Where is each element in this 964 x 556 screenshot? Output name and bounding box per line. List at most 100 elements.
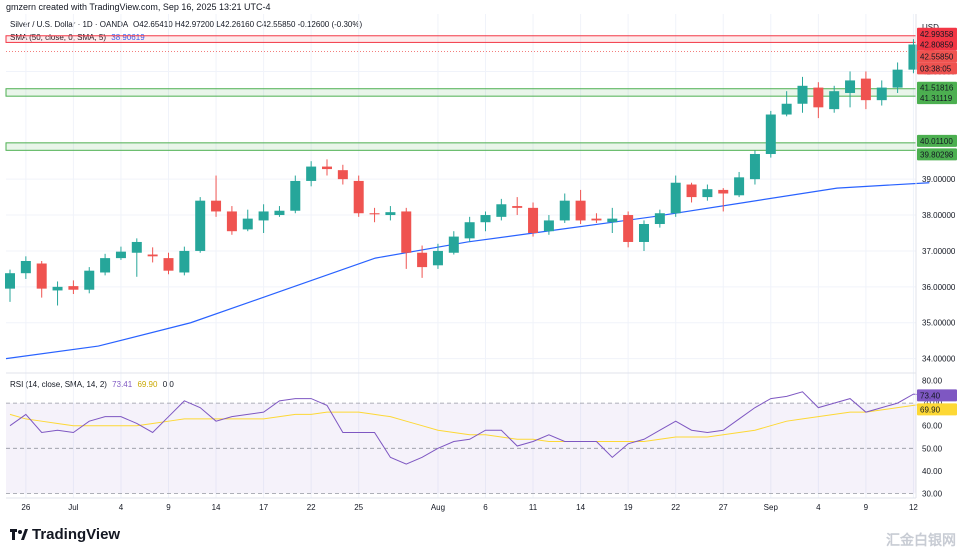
candle-body: [860, 78, 871, 101]
rsi-ma-value: 69.90: [137, 380, 158, 389]
support-price-label-bg: [917, 81, 957, 94]
candle: [892, 62, 903, 93]
candle: [226, 206, 237, 235]
candle: [623, 211, 634, 248]
ohlc-values: O42.65410 H42.97200 L42.26160 C42.55850 …: [133, 20, 363, 29]
resistance-price-label-bg: [917, 38, 957, 51]
candle: [369, 207, 380, 223]
candle-body: [36, 263, 47, 289]
price-tick-label: 35.00000: [922, 319, 956, 328]
candle-body: [876, 87, 887, 101]
watermark: 汇金白银网: [886, 532, 956, 548]
rsi-pane[interactable]: [6, 391, 930, 494]
time-tick-label: 22: [671, 503, 680, 512]
candle-body: [68, 286, 79, 290]
candle: [401, 207, 412, 269]
candle: [670, 175, 681, 217]
resistance-price-label: 42.99358: [920, 30, 954, 39]
candle-body: [258, 211, 269, 221]
candle-body: [686, 184, 697, 198]
candle: [559, 193, 570, 223]
support-price-label: 41.51816: [920, 84, 954, 93]
price-tick-label: 39.00000: [922, 175, 956, 184]
candle-body: [322, 166, 332, 170]
candle-body: [401, 211, 412, 253]
current-price-label-bg: [917, 50, 957, 63]
candle: [781, 91, 792, 117]
candle-body: [734, 177, 745, 196]
candle-body: [718, 189, 729, 194]
support-price-label-bg: [917, 134, 957, 147]
candle-body: [211, 200, 222, 212]
time-scale[interactable]: 26 Jul 4 9 14 17 22 25 Aug 6 11 14 19 22 27 Sep 4 9 12: [21, 503, 918, 512]
candle: [84, 267, 95, 294]
candle: [147, 247, 158, 263]
rsi-ma-current-label: 69.90: [920, 405, 941, 414]
candle-body: [892, 69, 903, 88]
candle: [100, 253, 111, 276]
rsi-ma-current-label-bg: [917, 403, 957, 416]
candle: [131, 238, 142, 277]
candle-body: [829, 91, 840, 110]
rsi-tick-label: 80.00: [922, 377, 943, 386]
price-scale[interactable]: 34.00000 35.00000 36.00000 37.00000 38.00000…: [917, 27, 957, 499]
time-tick-label: Aug: [431, 503, 445, 512]
candle: [734, 171, 745, 198]
candle-body: [290, 180, 301, 211]
candle-body: [163, 258, 174, 271]
candle-body: [448, 236, 459, 253]
candle-body: [369, 213, 380, 215]
candle-body: [242, 218, 253, 230]
candle: [290, 175, 301, 214]
candle: [908, 39, 919, 74]
candle: [496, 198, 507, 221]
main-series-legend[interactable]: Silver / U.S. Dollar · 1D · OANDA O42.65…: [10, 20, 362, 29]
candle-body: [432, 250, 443, 266]
candle: [686, 182, 697, 203]
publisher-caption: gmzern created with TradingView.com, Sep…: [6, 2, 271, 12]
resistance-price-label: 42.80859: [920, 40, 954, 49]
time-tick-label: Sep: [764, 503, 779, 512]
candle-body: [353, 180, 364, 214]
candle-body: [496, 204, 507, 217]
candle: [765, 110, 776, 158]
time-tick-label: 26: [21, 503, 30, 512]
candle-body: [195, 200, 206, 251]
candle: [322, 159, 332, 176]
candle: [512, 197, 523, 216]
candle: [639, 220, 649, 251]
support-price-label: 41.31119: [920, 94, 953, 103]
support-zone: [5, 88, 917, 97]
candle-body: [84, 270, 95, 290]
sma-line: [5, 182, 930, 360]
candle-body: [528, 207, 539, 233]
candle-body: [813, 87, 824, 108]
sma-legend[interactable]: SMA (50, close, 0, SMA, 5) 38.90619: [10, 33, 145, 42]
candle: [36, 260, 47, 298]
candle-body: [417, 252, 428, 268]
candle-body: [623, 215, 634, 242]
tradingview-brand: TradingView: [10, 526, 120, 543]
candle-body: [226, 211, 237, 232]
candle-body: [749, 154, 760, 180]
candle-body: [147, 254, 158, 257]
candle-body: [100, 258, 111, 273]
candle: [718, 188, 729, 212]
brand-name: TradingView: [32, 526, 121, 543]
rsi-tick-label: 60.00: [922, 422, 943, 431]
price-tick-label: 34.00000: [922, 355, 956, 364]
support-zone: [5, 142, 917, 151]
candle: [480, 211, 491, 232]
candle-body: [5, 273, 15, 289]
candle-body: [845, 80, 856, 93]
support-price-label-bg: [917, 148, 957, 161]
candle: [68, 280, 79, 295]
candle: [353, 175, 364, 217]
rsi-line: [9, 391, 930, 465]
rsi-tick-label: 40.00: [922, 467, 943, 476]
candles[interactable]: [5, 36, 935, 306]
candle: [591, 213, 602, 223]
price-tick-label: 38.00000: [922, 211, 956, 220]
candle-body: [575, 200, 586, 221]
